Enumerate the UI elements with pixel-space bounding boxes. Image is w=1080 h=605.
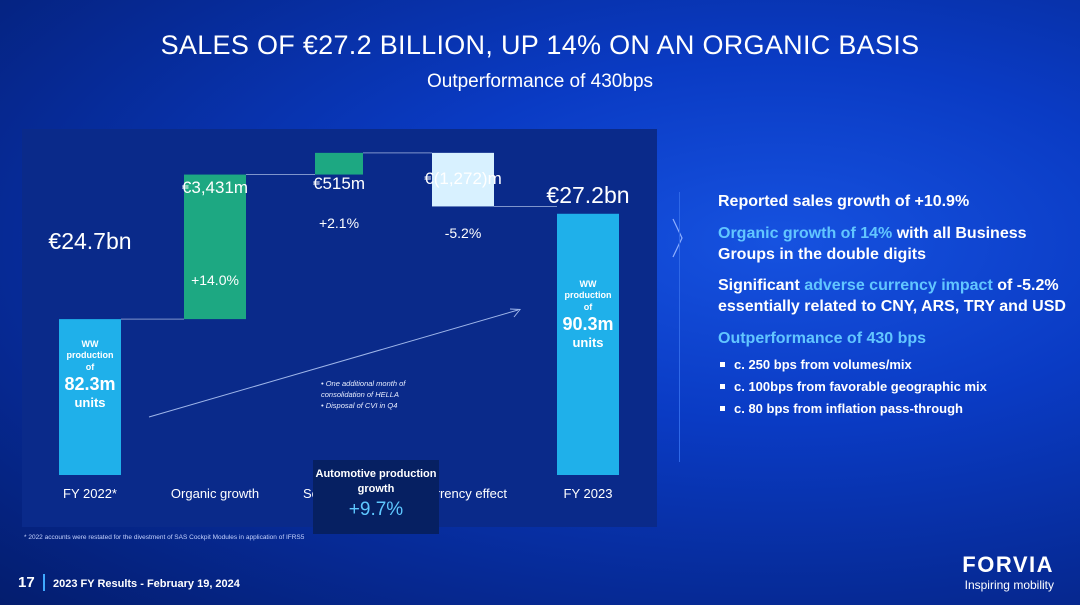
page-number: 17 (18, 574, 35, 591)
value-label: €(1,272)m (424, 169, 501, 188)
highlight-outperformance: Outperformance of 430 bps (718, 329, 927, 347)
bar-text-line: WW (81, 339, 99, 349)
value-label: €3,431m (182, 178, 248, 197)
list-item: c. 100bps from favorable geographic mix (718, 379, 1068, 394)
chevron-right-icon (672, 218, 683, 258)
bar-text-line: production (66, 350, 114, 361)
bar-fy-2023 (557, 213, 619, 476)
bar-text-line: production (564, 290, 612, 301)
automotive-production-box: Automotive production growth +9.7% (313, 460, 439, 534)
forvia-logo: FORVIA Inspiring mobility (962, 552, 1054, 592)
chart-panel: €24.7bn €3,431m €515m €(1,272)m €27.2bn +14.0… (22, 129, 657, 534)
bar-fy-2022 (59, 319, 121, 475)
scope-note: Disposal of CVI in Q4 (321, 401, 429, 412)
category-label: Currency effect (419, 486, 507, 501)
logo-name: FORVIA (962, 552, 1054, 577)
scope-effect-notes: One additional month of consolidation of… (321, 379, 429, 412)
bar-scope-effect (315, 152, 363, 175)
highlight-organic-growth: Organic growth of 14% with all Business … (718, 224, 1027, 263)
bar-text-line: of (583, 301, 593, 312)
divider (43, 574, 45, 591)
bar-organic-growth (184, 174, 246, 320)
bar-text-unit: units (74, 395, 106, 411)
trend-arrow-head (509, 308, 522, 318)
bar-text-unit: units (572, 335, 604, 351)
page-title: SALES OF €27.2 BILLION, UP 14% ON AN ORG… (160, 30, 920, 60)
highlight-reported-growth: Reported sales growth of +10.9% (718, 193, 970, 210)
value-label: €27.2bn (546, 182, 629, 208)
page-subtitle: Outperformance of 430bps (426, 71, 654, 92)
pct-label: +14.0% (191, 272, 239, 288)
bar-currency-effect (432, 152, 494, 207)
footnote: * 2022 accounts were restated for the di… (24, 534, 305, 541)
logo-tagline: Inspiring mobility (964, 578, 1054, 592)
value-label: €24.7bn (48, 228, 131, 254)
list-item: c. 80 bps from inflation pass-through (718, 401, 1068, 416)
outperformance-bullets: c. 250 bps from volumes/mix c. 100bps fr… (718, 357, 1068, 416)
bar-text-value: 82.3m (64, 373, 116, 394)
divider (679, 192, 680, 462)
category-label: Organic growth (171, 486, 259, 501)
footer-text: 2023 FY Results - February 19, 2024 (53, 578, 240, 590)
category-label: FY 2022* (63, 486, 117, 501)
highlight-currency-impact: Significant adverse currency impact of -… (718, 277, 1066, 316)
list-item: c. 250 bps from volumes/mix (718, 357, 1068, 372)
bar-text-line: WW (579, 279, 597, 289)
pct-label: +2.1% (319, 215, 359, 231)
bar-text-value: 90.3m (562, 313, 614, 334)
bar-text-fy2022: WW production of 82.3m units (59, 339, 121, 412)
pct-label: -5.2% (445, 225, 482, 241)
highlights-panel: Reported sales growth of +10.9% Organic … (718, 192, 1068, 423)
scope-note: One additional month of consolidation of… (321, 379, 429, 401)
automotive-production-value: +9.7% (348, 498, 404, 520)
value-label: €515m (313, 174, 365, 193)
category-label: FY 2023 (564, 486, 613, 501)
bar-text-line: of (85, 361, 95, 372)
bar-text-fy2023: WW production of 90.3m units (557, 279, 619, 352)
trend-arrow-line (148, 309, 519, 418)
automotive-production-title: Automotive production growth (315, 468, 437, 495)
